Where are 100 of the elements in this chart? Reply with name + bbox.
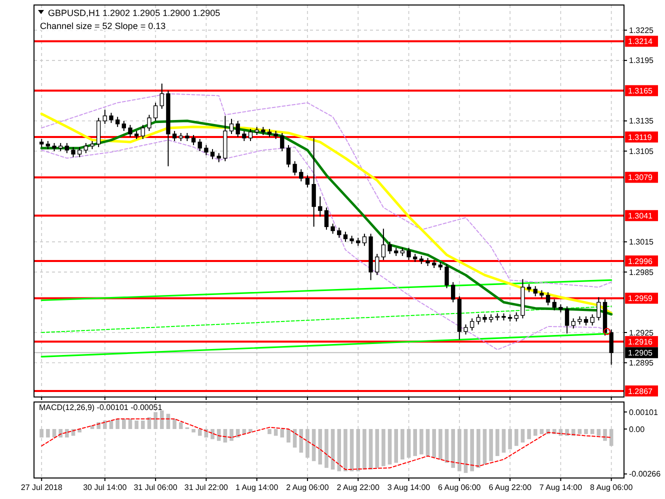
x-tick-label: 30 Jul 14:00	[83, 483, 128, 492]
candlestick	[191, 134, 196, 146]
bar	[274, 429, 278, 436]
candlestick	[596, 296, 601, 321]
candlestick	[533, 286, 538, 297]
candlestick	[147, 114, 152, 132]
candlestick	[115, 116, 120, 128]
x-tick-label: 1 Aug 14:00	[235, 483, 279, 492]
bar	[432, 429, 436, 458]
candlestick	[299, 168, 304, 182]
y-tick-label: -0.00266	[629, 470, 662, 479]
bar	[451, 429, 455, 468]
ref-line-label: 1.2867	[628, 386, 654, 396]
candlestick	[330, 223, 335, 234]
candlestick	[450, 282, 456, 303]
bar	[318, 429, 322, 464]
bar	[514, 429, 518, 446]
candlestick	[198, 138, 202, 152]
bar	[280, 429, 284, 438]
bar	[198, 429, 202, 436]
bar	[324, 429, 328, 468]
bar	[52, 429, 56, 438]
bar	[344, 429, 348, 472]
bar	[382, 429, 386, 466]
ref-line-label: 1.3119	[628, 132, 652, 142]
bar	[375, 429, 380, 468]
bar	[122, 418, 126, 430]
x-tick-label: 31 Jul 22:00	[184, 483, 229, 492]
x-tick-label: 8 Aug 06:00	[590, 483, 634, 492]
candlestick	[64, 142, 70, 154]
x-tick-label: 6 Aug 06:00	[438, 483, 482, 492]
bar	[438, 429, 442, 460]
candlestick	[204, 144, 208, 156]
bar	[388, 429, 392, 464]
x-tick-label: 3 Aug 14:00	[387, 483, 431, 492]
y-tick-label: 1.3015	[629, 238, 654, 247]
x-tick-label: 31 Jul 06:00	[134, 483, 178, 492]
x-tick-label: 2 Aug 22:00	[336, 483, 380, 492]
bar	[350, 429, 354, 472]
candlestick	[242, 130, 246, 142]
x-tick-label: 6 Aug 22:00	[488, 483, 532, 492]
y-tick-label: 1.3195	[629, 56, 654, 66]
bar	[116, 418, 120, 430]
candlestick	[280, 132, 284, 152]
candlestick	[286, 144, 291, 168]
candlestick	[324, 207, 329, 230]
bar	[495, 429, 500, 456]
y-tick-label: 1.2985	[629, 268, 654, 277]
candlestick	[140, 124, 145, 140]
candlestick	[609, 328, 614, 366]
candlestick	[160, 83, 164, 110]
ref-line-label: 1.3165	[628, 86, 654, 96]
candlestick	[470, 318, 474, 331]
bar	[590, 429, 594, 434]
candlestick	[388, 241, 392, 254]
text: Channel size = 52 Slope = 0.13	[40, 21, 166, 31]
candlestick	[476, 314, 480, 325]
bar	[400, 429, 404, 460]
candlestick	[337, 227, 342, 238]
candlestick	[77, 146, 82, 158]
bar	[65, 429, 69, 438]
bar	[172, 418, 176, 430]
bar	[140, 420, 145, 430]
candlestick	[84, 142, 88, 154]
candlestick	[312, 138, 316, 228]
bar	[426, 429, 430, 456]
candlestick	[305, 174, 310, 188]
bar	[596, 429, 601, 436]
candlestick	[229, 118, 234, 134]
bar	[286, 429, 290, 443]
bar	[134, 420, 138, 430]
candlestick	[546, 292, 550, 306]
candlestick	[122, 120, 126, 132]
line-series	[41, 93, 612, 288]
candlestick	[96, 117, 101, 148]
candlestick	[375, 253, 380, 276]
candlestick	[153, 102, 158, 122]
y-tick-label: 1.3225	[629, 26, 654, 35]
chart-title: MACD(12,26,9) -0.00101 -0.00051	[39, 403, 163, 412]
ref-line-label: 1.2916	[628, 337, 654, 346]
bar	[464, 429, 468, 473]
bar	[527, 429, 531, 440]
x-tick-label: 7 Aug 14:00	[539, 483, 583, 492]
candlestick	[590, 314, 594, 326]
candlestick	[216, 152, 221, 163]
ref-line-label: 1.2905	[628, 348, 654, 358]
bar	[46, 429, 50, 438]
bar	[368, 429, 373, 470]
bar	[584, 429, 588, 434]
candlestick	[102, 109, 107, 124]
candlestick	[172, 130, 177, 142]
y-tick-label: 0.00101	[629, 408, 658, 417]
candlestick	[564, 306, 570, 334]
line-series	[41, 418, 612, 470]
x-tick-label: 2 Aug 06:00	[286, 483, 330, 492]
candlestick	[236, 120, 240, 138]
candlestick	[362, 233, 367, 246]
bar	[299, 429, 304, 453]
x-tick-label: 27 Jul 2018	[20, 483, 63, 492]
y-tick-label: 1.2895	[629, 358, 654, 368]
